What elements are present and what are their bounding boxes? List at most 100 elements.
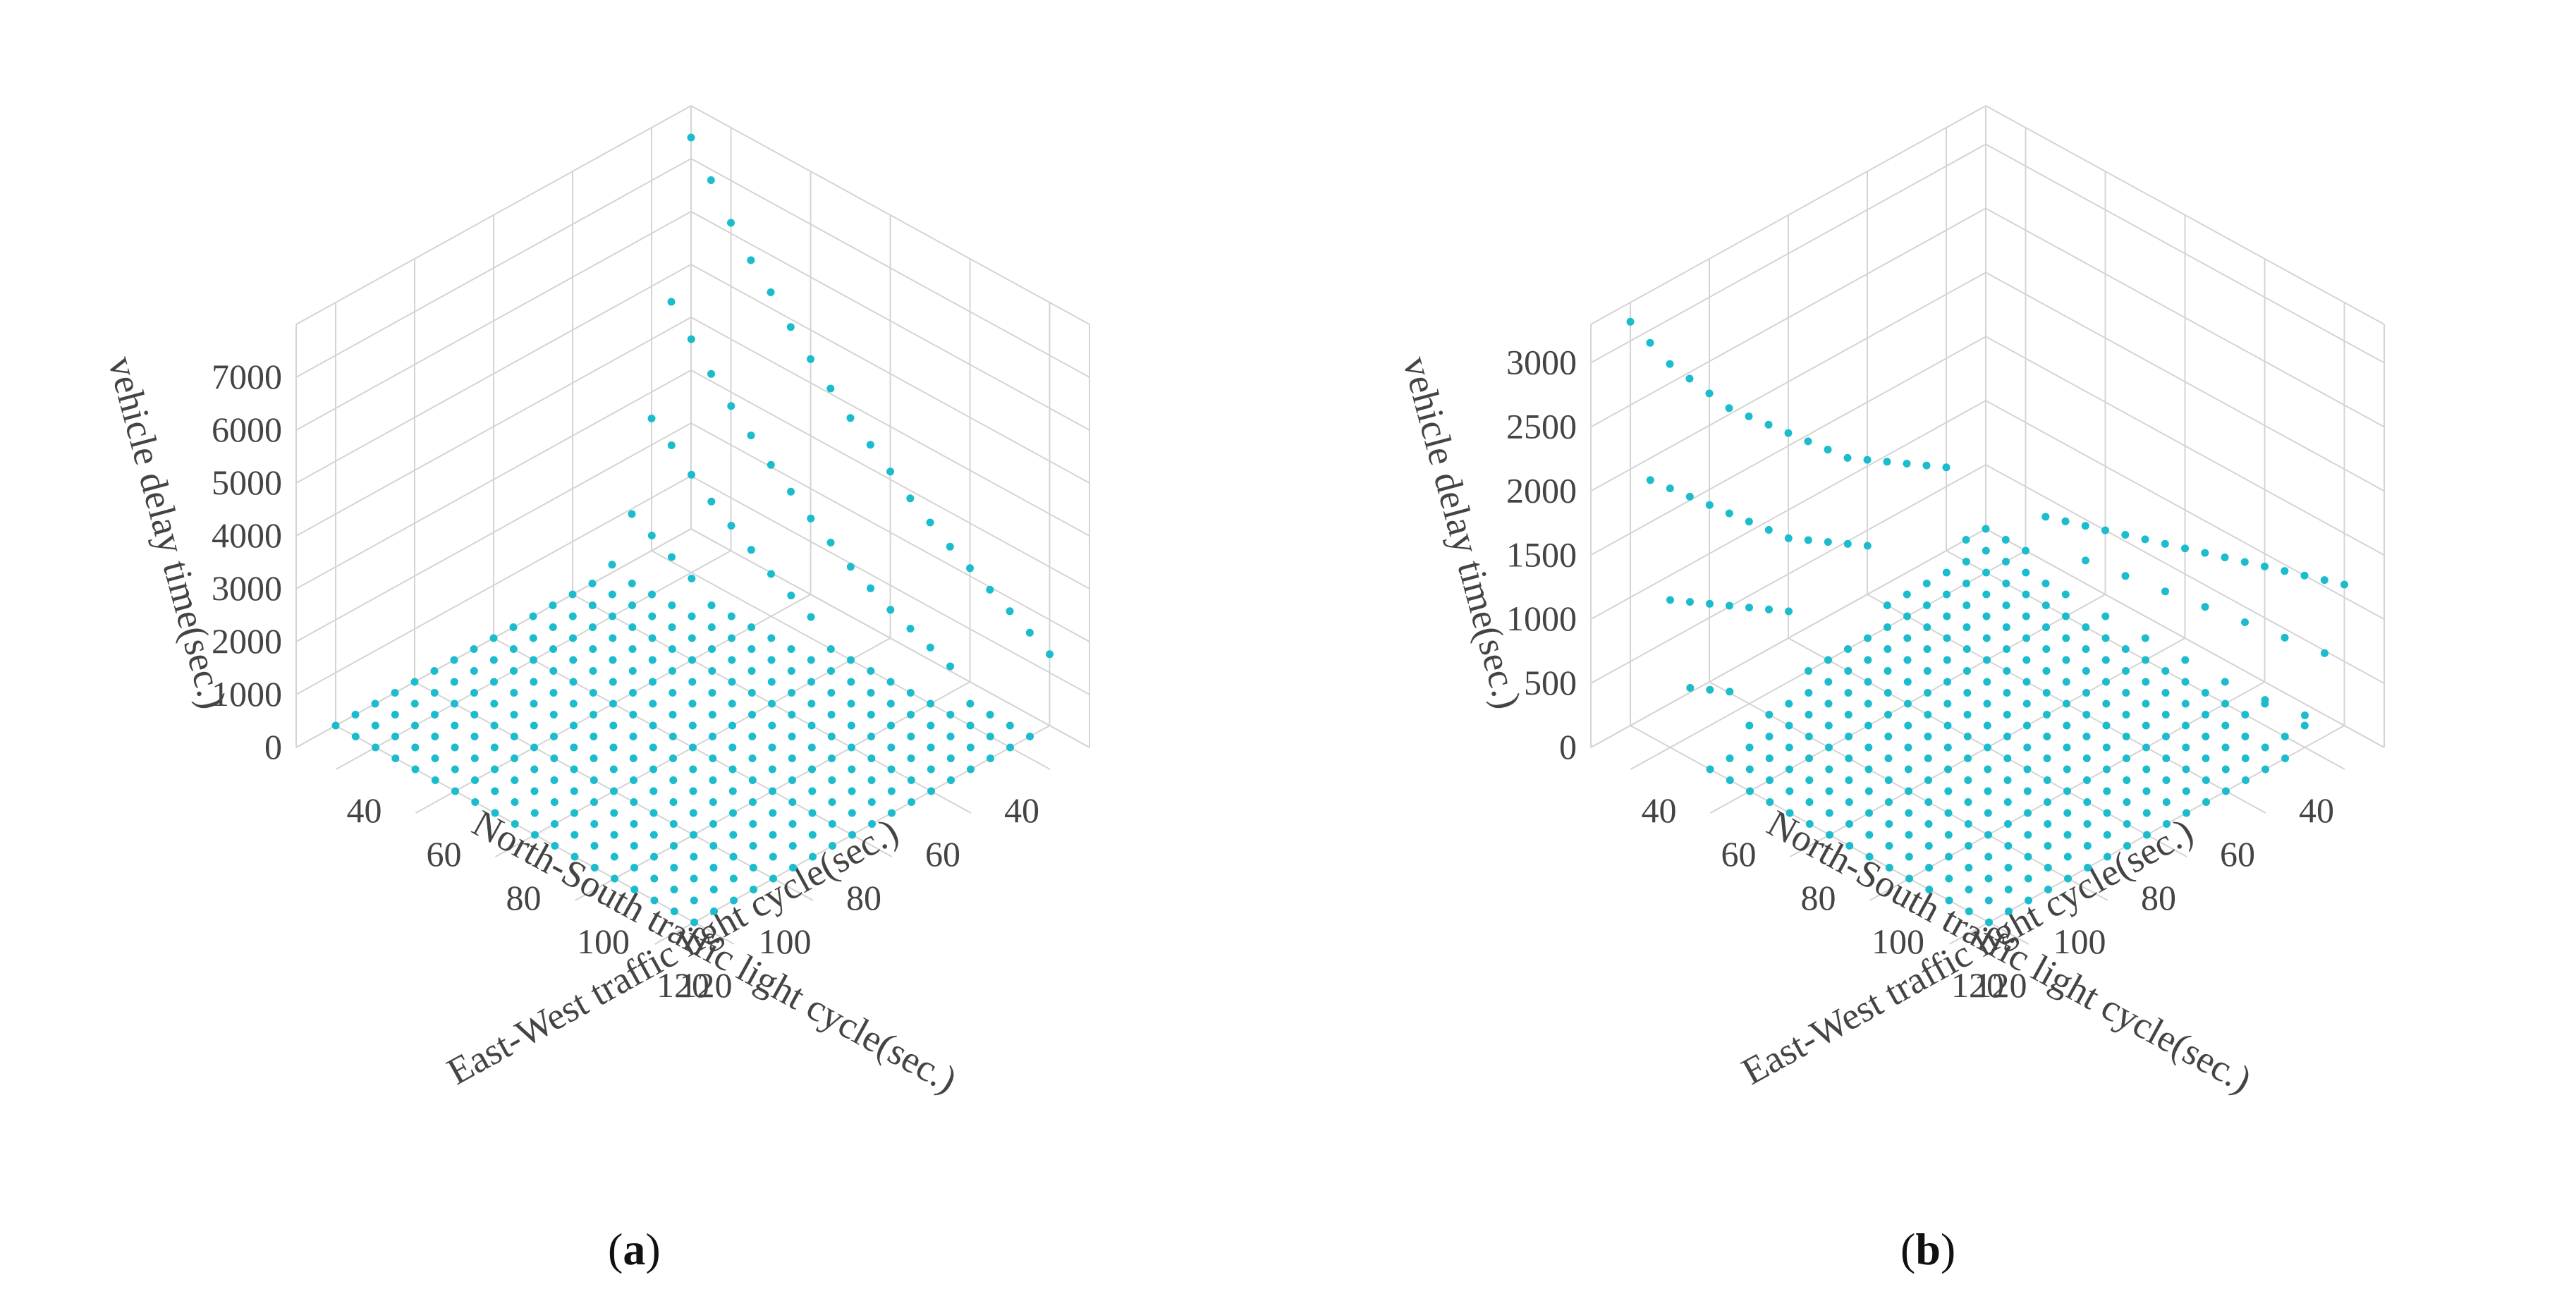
z-tick-label: 2500 xyxy=(1506,406,1577,446)
data-point xyxy=(2241,711,2250,719)
data-point xyxy=(946,754,955,762)
data-point xyxy=(1963,667,1971,675)
data-point xyxy=(630,776,637,784)
data-point xyxy=(1825,743,1833,752)
data-point xyxy=(1006,743,1014,752)
data-point xyxy=(1865,852,1874,861)
data-point xyxy=(628,601,636,609)
data-point xyxy=(827,711,836,719)
data-point xyxy=(2042,645,2051,653)
data-point xyxy=(2221,721,2230,730)
data-point xyxy=(1945,896,1953,905)
data-point xyxy=(489,656,498,664)
data-point xyxy=(590,820,599,828)
data-point xyxy=(2004,820,2012,828)
data-point xyxy=(2103,787,2111,795)
data-point xyxy=(1804,437,1812,446)
data-point xyxy=(906,494,915,503)
data-point xyxy=(1805,667,1812,675)
ns-tick-label: 60 xyxy=(925,834,960,874)
data-point xyxy=(1982,634,1991,642)
data-point xyxy=(2083,776,2091,784)
data-point xyxy=(1983,678,1991,686)
data-point xyxy=(886,678,895,686)
data-points xyxy=(331,133,1054,927)
data-point xyxy=(926,643,934,652)
data-point xyxy=(727,522,735,530)
data-point xyxy=(608,561,616,569)
data-point xyxy=(670,864,678,872)
data-point xyxy=(1905,874,1913,883)
data-point xyxy=(788,820,797,828)
data-point xyxy=(2042,667,2051,675)
data-point xyxy=(669,754,677,762)
data-point xyxy=(708,689,716,697)
data-point xyxy=(511,820,519,828)
data-point xyxy=(708,645,716,653)
caption-b: (b) xyxy=(1900,1224,1956,1274)
data-point xyxy=(688,575,696,582)
data-point xyxy=(1785,743,1793,752)
data-point xyxy=(1883,458,1891,466)
data-point xyxy=(749,820,757,828)
data-point xyxy=(2064,874,2072,883)
data-point xyxy=(727,219,735,227)
data-point xyxy=(986,711,994,719)
data-point xyxy=(1962,580,1970,587)
data-point xyxy=(1905,787,1912,795)
grid-line xyxy=(690,158,1090,378)
data-point xyxy=(431,754,439,762)
data-point xyxy=(747,432,755,439)
data-point xyxy=(688,612,696,621)
data-point xyxy=(986,733,994,740)
data-point xyxy=(728,743,737,752)
data-point xyxy=(2022,634,2030,642)
data-point xyxy=(1943,699,1952,708)
data-point xyxy=(1963,733,1972,740)
data-point xyxy=(1845,754,1853,762)
data-point xyxy=(729,809,737,817)
data-point xyxy=(470,754,479,762)
data-point xyxy=(2082,623,2090,631)
data-point xyxy=(1922,461,1931,470)
data-point xyxy=(690,852,698,861)
data-point xyxy=(2063,765,2071,774)
data-point xyxy=(1646,476,1654,484)
data-point xyxy=(2044,798,2051,806)
z-tick-label: 1500 xyxy=(1506,534,1577,574)
data-point xyxy=(729,874,738,883)
data-point xyxy=(1884,689,1892,697)
data-point xyxy=(529,612,537,621)
data-point xyxy=(687,335,695,343)
data-point xyxy=(1965,886,1973,893)
data-point xyxy=(2241,733,2250,740)
data-point xyxy=(1865,831,1874,839)
data-point xyxy=(750,886,757,893)
data-point xyxy=(828,798,836,806)
data-point xyxy=(966,699,975,708)
data-point xyxy=(707,176,715,184)
ns-axis-line xyxy=(1590,528,1986,748)
data-point xyxy=(1962,623,1971,631)
data-point xyxy=(2201,549,2209,557)
data-point xyxy=(689,787,697,795)
data-point xyxy=(788,842,797,850)
data-point xyxy=(549,601,557,609)
data-point xyxy=(650,852,658,861)
data-point xyxy=(2062,656,2070,664)
grid-line xyxy=(295,105,692,325)
data-point xyxy=(1962,558,1970,566)
ns-tick-label: 60 xyxy=(2220,834,2255,874)
data-point xyxy=(767,570,775,578)
data-point xyxy=(430,667,439,675)
data-point xyxy=(511,776,519,784)
data-point xyxy=(2023,721,2031,730)
data-point xyxy=(1646,338,1654,347)
data-point xyxy=(668,623,676,631)
data-point xyxy=(2123,820,2131,828)
data-point xyxy=(2261,743,2269,752)
data-point xyxy=(1943,590,1951,599)
data-point xyxy=(727,612,735,621)
data-point xyxy=(1943,743,1952,752)
data-point xyxy=(807,355,814,363)
